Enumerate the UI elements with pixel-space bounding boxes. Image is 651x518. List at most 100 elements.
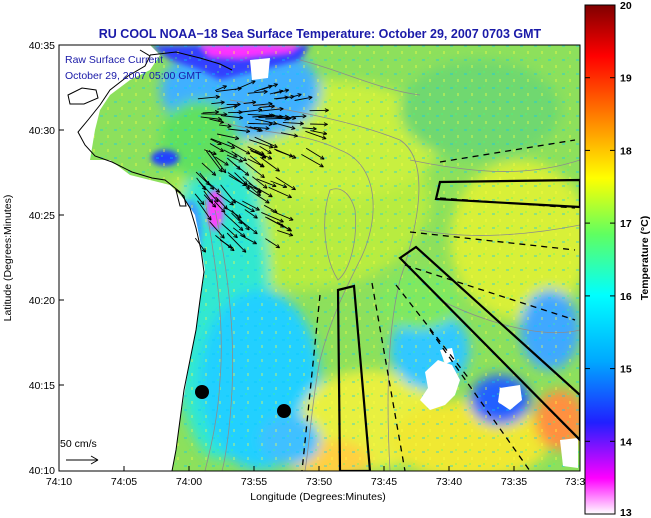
current-vector-head	[235, 233, 238, 238]
current-vector-head	[268, 147, 274, 149]
current-vector-head	[233, 104, 238, 107]
current-vector-head	[289, 227, 292, 232]
current-vector	[247, 91, 268, 94]
current-vector-head	[268, 85, 273, 89]
current-vector-head	[220, 147, 224, 152]
current-vector-head	[258, 130, 263, 132]
current-vector	[265, 117, 292, 120]
current-vector-head	[209, 187, 214, 190]
current-vector	[234, 172, 248, 186]
current-vector-head	[217, 119, 222, 122]
current-vector	[260, 156, 280, 172]
current-vector-head	[238, 165, 241, 170]
scale-arrow	[66, 455, 99, 465]
current-vector-head	[259, 127, 263, 132]
current-vector-head	[275, 170, 280, 172]
x-tick-label: 73:45	[371, 476, 397, 488]
current-vector-head	[322, 135, 327, 140]
current-vector	[215, 156, 229, 166]
current-vector-head	[246, 129, 251, 132]
current-vector	[224, 206, 242, 219]
current-vector-head	[237, 216, 242, 219]
current-vector-head	[204, 248, 207, 253]
current-vector	[213, 200, 226, 213]
x-tick-label: 73:35	[501, 476, 527, 488]
current-vector-head	[239, 228, 244, 232]
current-vector-head	[237, 88, 242, 91]
current-vector	[305, 130, 327, 140]
land-mass	[59, 45, 205, 471]
current-vector	[206, 150, 223, 173]
colorbar-tick-label: 14	[620, 436, 632, 448]
current-vector-head	[227, 246, 233, 249]
current-vector	[228, 128, 250, 132]
current-vector	[196, 177, 206, 191]
current-vector-head	[215, 111, 220, 115]
current-vector-head	[291, 125, 296, 130]
current-vector	[239, 234, 257, 245]
current-vector-head	[224, 168, 227, 173]
current-vector-head	[268, 103, 273, 107]
current-vector-head	[214, 200, 219, 203]
current-vector-head	[253, 240, 257, 245]
current-vector	[227, 157, 241, 170]
current-vector-head	[239, 115, 244, 119]
current-vector-head	[223, 113, 228, 117]
current-vector-head	[220, 101, 225, 105]
current-vector-head	[252, 101, 257, 105]
current-vector	[227, 141, 251, 155]
current-vector	[226, 232, 247, 253]
current-vector-head	[308, 96, 313, 100]
current-vector-head	[244, 174, 249, 176]
current-vector	[216, 192, 234, 206]
current-vector	[294, 96, 313, 101]
current-vector	[215, 85, 227, 92]
current-vector-head	[323, 123, 328, 127]
current-vector-head	[225, 161, 229, 166]
legend-line-1: Raw Surface Current	[65, 54, 163, 66]
cloud-gaps	[250, 58, 578, 468]
current-vector-head	[222, 234, 225, 239]
current-vector-head	[207, 217, 212, 221]
station-marker	[195, 385, 209, 399]
current-vector-head	[274, 208, 278, 213]
current-vector	[194, 237, 206, 253]
current-vector	[265, 238, 280, 249]
y-tick-label: 40:15	[29, 380, 55, 392]
current-vector-head	[227, 123, 232, 127]
current-vector-head	[290, 216, 294, 221]
current-vector-head	[265, 128, 270, 131]
current-vector-head	[220, 100, 225, 103]
current-vector	[310, 130, 327, 135]
current-vector-head	[274, 83, 278, 88]
y-tick-label: 40:30	[29, 125, 55, 137]
current-vector-head	[275, 246, 280, 249]
current-vector	[208, 150, 227, 174]
current-vector	[282, 121, 304, 125]
current-vector-head	[277, 167, 280, 172]
current-vector-head	[285, 89, 290, 93]
current-vector-head	[255, 214, 258, 219]
current-vector-head	[293, 154, 297, 159]
current-vector	[220, 184, 236, 204]
current-vector-head	[257, 191, 262, 194]
current-vector	[277, 229, 294, 237]
current-vector	[249, 139, 274, 148]
current-vector	[197, 200, 212, 221]
current-vector-head	[221, 210, 226, 213]
current-vector	[259, 145, 272, 154]
current-vector-head	[201, 187, 206, 191]
current-vector-head	[288, 194, 292, 198]
current-vector	[209, 118, 224, 123]
current-vector-head	[221, 170, 227, 174]
current-vector	[217, 133, 239, 140]
colorbar-tick-label: 15	[620, 364, 632, 376]
current-vector-head	[265, 126, 270, 129]
current-vector-head	[219, 122, 224, 124]
colorbar: 20 19 18 17 16 15 14 13 Temperature (°C)	[584, 0, 651, 518]
current-vector-head	[251, 100, 257, 103]
current-vector	[223, 212, 244, 231]
colorbar-tick-label: 18	[620, 145, 632, 157]
current-vector-head	[220, 119, 224, 123]
current-vector	[232, 199, 255, 212]
